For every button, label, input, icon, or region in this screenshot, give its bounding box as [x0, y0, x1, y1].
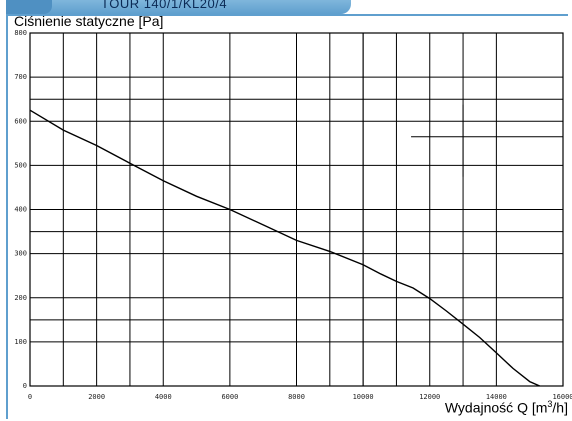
- x-axis-title: Wydajność Q [m3/h]: [445, 399, 568, 416]
- x-tick-label: 16000: [552, 393, 572, 401]
- header-title: TOUR 140/1/KL20/4: [101, 0, 228, 11]
- y-tick-label: 300: [14, 250, 27, 258]
- operating-point-layer: [411, 104, 563, 177]
- x-axis-unit-sup: 3: [547, 399, 553, 409]
- plot-border: [29, 32, 564, 387]
- x-axis-unit-post: /h]: [552, 399, 568, 416]
- y-tick-label: 500: [14, 161, 27, 169]
- x-tick-labels: 0 2000 4000 6000 8000 10000 12000 14000 16000: [28, 393, 572, 401]
- x-tick-label: 8000: [288, 393, 305, 401]
- x-tick-label: 12000: [419, 393, 440, 401]
- x-tick-label: 14000: [486, 393, 507, 401]
- grid: [29, 32, 564, 387]
- header-tab: TOUR 140/1/KL20/4: [6, 0, 351, 14]
- y-tick-label: 0: [23, 382, 27, 390]
- plot-area: [29, 32, 564, 387]
- y-tick-labels: 0 100 200 300 400 500 600 700 800: [14, 29, 27, 390]
- y-tick-label: 600: [14, 117, 27, 125]
- x-axis-unit-pre: [m: [531, 399, 548, 416]
- y-tick-label: 200: [14, 294, 27, 302]
- y-tick-label: 100: [14, 338, 27, 346]
- x-tick-label: 10000: [353, 393, 374, 401]
- y-tick-label: 400: [14, 206, 27, 214]
- x-tick-label: 4000: [155, 393, 172, 401]
- chart-frame: [6, 14, 568, 419]
- x-axis-label: Wydajność Q: [444, 399, 528, 416]
- y-tick-label: 800: [14, 29, 27, 37]
- curve-layer: [29, 109, 540, 387]
- x-tick-label: 2000: [88, 393, 105, 401]
- x-tick-label: 0: [28, 393, 32, 401]
- x-tick-label: 6000: [221, 393, 238, 401]
- header-tab-notch: [6, 0, 52, 14]
- fan-curve-line: [29, 109, 540, 387]
- y-tick-label: 700: [14, 73, 27, 81]
- chart-title: Ciśnienie statyczne [Pa]: [14, 13, 164, 29]
